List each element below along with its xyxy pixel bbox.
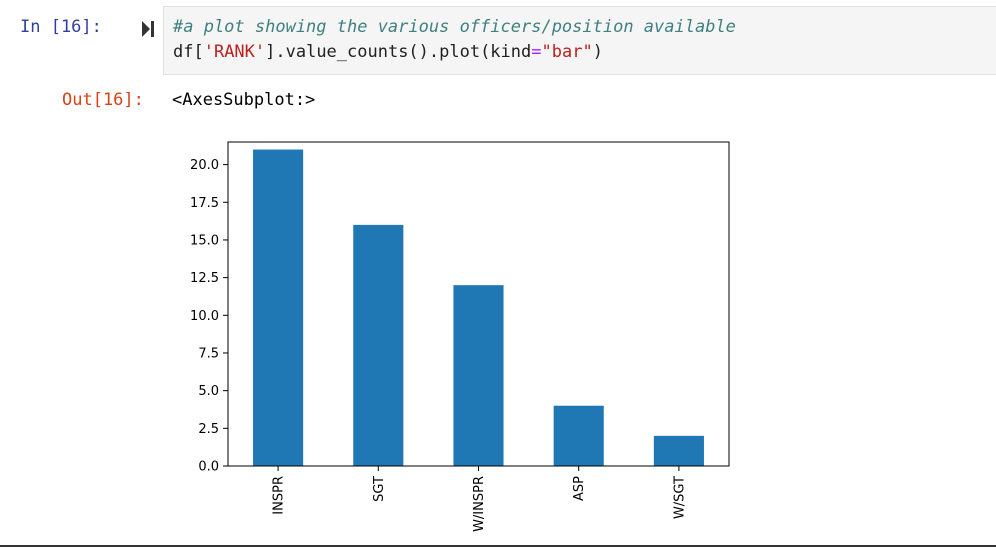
code-line: df['RANK'].value_counts().plot(kind="bar…: [173, 42, 603, 62]
code-comment: #a plot showing the various officers/pos…: [173, 17, 736, 37]
code-token: ): [592, 42, 603, 62]
y-tick-label: 15.0: [190, 233, 219, 248]
bar: [453, 285, 504, 466]
x-tick-label: W/SGT: [672, 476, 687, 519]
y-tick-label: 20.0: [190, 158, 219, 173]
y-tick-label: 7.5: [198, 346, 219, 361]
input-prompt: In [16]:: [20, 17, 102, 37]
x-tick-label: W/INSPR: [472, 476, 487, 532]
code-string-token: "bar": [541, 42, 593, 62]
y-tick-label: 17.5: [190, 196, 219, 211]
bar: [553, 405, 604, 466]
code-token: ].value_counts().plot(kind: [265, 42, 532, 62]
code-operator-token: =: [531, 42, 542, 62]
code-cell[interactable]: #a plot showing the various officers/pos…: [163, 6, 996, 75]
y-tick-label: 0.0: [198, 460, 219, 475]
bar: [253, 149, 304, 466]
run-cell-icon[interactable]: [142, 21, 154, 37]
x-tick-label: SGT: [372, 476, 387, 502]
y-tick-label: 10.0: [190, 309, 219, 324]
bar: [653, 435, 704, 466]
x-tick-label: ASP: [572, 476, 587, 501]
cell-divider: [0, 545, 996, 547]
y-tick-label: 5.0: [198, 384, 219, 399]
output-prompt: Out[16]:: [62, 90, 144, 110]
bar: [353, 224, 404, 466]
code-token: df[: [173, 42, 204, 62]
x-tick-label: INSPR: [272, 476, 287, 515]
output-text: <AxesSubplot:>: [172, 90, 316, 110]
code-string-token: 'RANK': [203, 42, 266, 62]
y-tick-label: 2.5: [198, 422, 219, 437]
y-tick-label: 12.5: [190, 271, 219, 286]
